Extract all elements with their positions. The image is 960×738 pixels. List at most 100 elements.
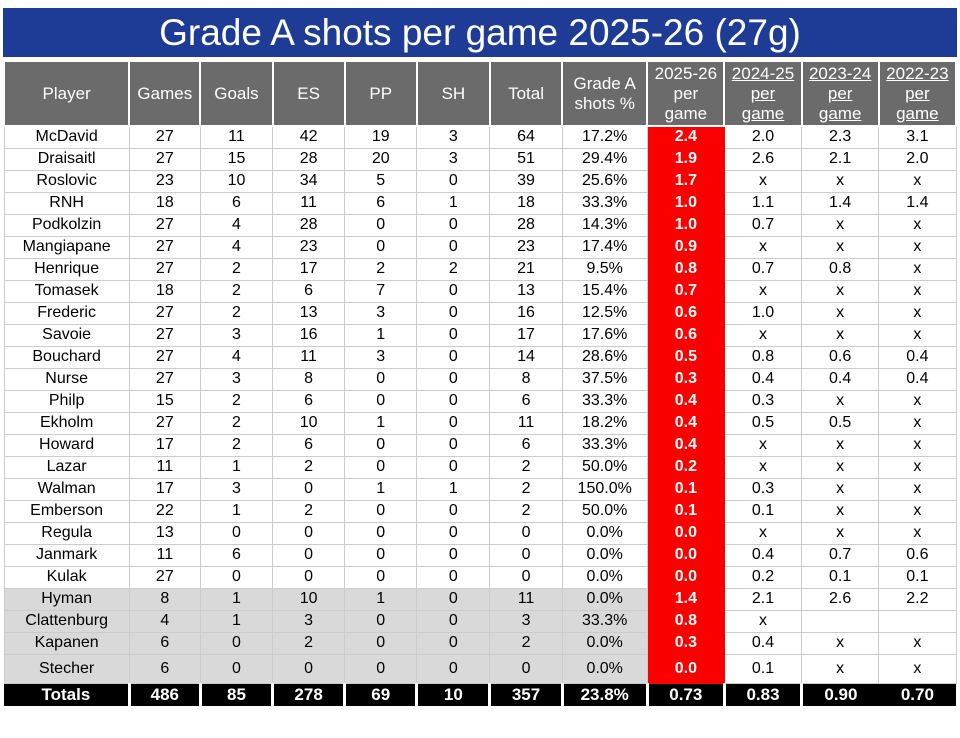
- table-row: Stecher 6 0 0 0 0 0 0.0% 0.0 0.1 x x: [3, 653, 957, 684]
- cell-player: Ekholm: [3, 411, 130, 435]
- cell-pg-2024-25: 0.3: [723, 389, 803, 413]
- cell-sh: 0: [416, 345, 491, 369]
- cell-es: 11: [272, 191, 346, 215]
- col-header-line: PP: [369, 83, 393, 103]
- cell-pg-2024-25: x: [723, 235, 803, 259]
- cell-player: Henrique: [3, 257, 130, 281]
- cell-pp: 1: [344, 323, 418, 347]
- cell-goals: 3: [199, 323, 274, 347]
- cell-pg-2022-23: 2.0: [878, 147, 957, 171]
- cell-total: 6: [489, 389, 563, 413]
- cell-sh: 0: [416, 455, 491, 479]
- cell-pg-2022-23: x: [878, 477, 957, 501]
- col-header-pg-2023-24[interactable]: 2023-24 per game: [800, 60, 880, 127]
- cell-pp: 0: [344, 565, 418, 589]
- cell-games: 27: [128, 565, 201, 589]
- cell-pg-2025-26: 0.4: [646, 433, 725, 457]
- cell-grade-a-pct: 28.6%: [561, 345, 648, 369]
- cell-pg-2022-23: 0.4: [878, 367, 957, 391]
- cell-sh: 3: [416, 147, 491, 171]
- cell-pg-2024-25: 2.1: [723, 587, 803, 611]
- cell-pg-2024-25: 0.4: [723, 631, 803, 655]
- col-header-pg-2022-23[interactable]: 2022-23 per game: [877, 60, 958, 127]
- col-header-line: Player: [42, 83, 91, 103]
- cell-pg-2025-26: 1.9: [646, 147, 725, 171]
- cell-pg-2024-25: 1.1: [723, 191, 803, 215]
- cell-pg-2025-26: 0.4: [646, 411, 725, 435]
- cell-games: 13: [128, 521, 201, 545]
- cell-total: 0: [489, 543, 563, 567]
- cell-pg-2022-23: 3.1: [878, 125, 957, 149]
- cell-pg-2023-24: x: [801, 235, 880, 259]
- cell-pg-2024-25: 0.7: [723, 213, 803, 237]
- table-row: Janmark 11 6 0 0 0 0 0.0% 0.0 0.4 0.7 0.6: [3, 543, 957, 567]
- cell-es: 2: [272, 631, 346, 655]
- col-header-pg-2024-25[interactable]: 2024-25 per game: [723, 60, 803, 127]
- cell-es: 2: [272, 455, 346, 479]
- cell-pp: 0: [344, 521, 418, 545]
- cell-pg-2024-25: x: [723, 609, 803, 633]
- cell-total: 0: [489, 565, 563, 589]
- cell-games: 15: [128, 389, 201, 413]
- cell-pp: 7: [344, 279, 418, 303]
- cell-goals: 2: [199, 411, 274, 435]
- cell-pg-2024-25: 0.4: [723, 367, 803, 391]
- cell-player: Janmark: [3, 543, 130, 567]
- total-grade-a-pct: 23.8%: [560, 682, 649, 706]
- cell-grade-a-pct: 12.5%: [561, 301, 648, 325]
- cell-goals: 1: [199, 609, 274, 633]
- cell-grade-a-pct: 18.2%: [561, 411, 648, 435]
- cell-grade-a-pct: 0.0%: [561, 543, 648, 567]
- cell-pg-2023-24: x: [801, 323, 880, 347]
- cell-pg-2024-25: x: [723, 279, 803, 303]
- cell-pg-2025-26: 0.6: [646, 301, 725, 325]
- cell-grade-a-pct: 37.5%: [561, 367, 648, 391]
- total-pg-2023-24: 0.90: [801, 682, 879, 706]
- cell-games: 6: [128, 653, 201, 684]
- table-row: Regula 13 0 0 0 0 0 0.0% 0.0 x x x: [3, 521, 957, 545]
- cell-pg-2025-26: 0.9: [646, 235, 725, 259]
- cell-es: 13: [272, 301, 346, 325]
- col-header-es: ES: [271, 60, 346, 127]
- cell-pg-2025-26: 0.0: [646, 653, 725, 684]
- cell-pg-2025-26: 0.0: [646, 521, 725, 545]
- cell-grade-a-pct: 0.0%: [561, 521, 648, 545]
- cell-goals: 6: [199, 191, 274, 215]
- cell-pg-2022-23: 0.4: [878, 345, 957, 369]
- cell-pg-2024-25: x: [723, 323, 803, 347]
- cell-pg-2023-24: x: [801, 279, 880, 303]
- cell-pg-2025-26: 0.8: [646, 609, 725, 633]
- cell-total: 8: [489, 367, 563, 391]
- cell-player: RNH: [3, 191, 130, 215]
- total-player: Totals: [4, 682, 131, 706]
- cell-pg-2023-24: x: [801, 653, 880, 684]
- cell-es: 2: [272, 499, 346, 523]
- cell-total: 2: [489, 631, 563, 655]
- cell-games: 27: [128, 213, 201, 237]
- cell-grade-a-pct: 50.0%: [561, 499, 648, 523]
- cell-player: Lazar: [3, 455, 130, 479]
- cell-pg-2023-24: x: [801, 521, 880, 545]
- cell-goals: 11: [199, 125, 274, 149]
- cell-total: 2: [489, 455, 563, 479]
- cell-pp: 0: [344, 499, 418, 523]
- cell-pg-2022-23: x: [878, 433, 957, 457]
- cell-pg-2025-26: 0.0: [646, 565, 725, 589]
- cell-total: 3: [489, 609, 563, 633]
- cell-pg-2025-26: 0.7: [646, 279, 725, 303]
- cell-total: 14: [489, 345, 563, 369]
- cell-sh: 1: [416, 477, 491, 501]
- cell-pg-2023-24: 0.6: [801, 345, 880, 369]
- cell-pp: 0: [344, 543, 418, 567]
- table-row: Bouchard 27 4 11 3 0 14 28.6% 0.5 0.8 0.6 0.4: [3, 345, 957, 369]
- cell-sh: 0: [416, 323, 491, 347]
- col-header-line: SH: [441, 83, 466, 103]
- cell-pp: 3: [344, 301, 418, 325]
- cell-pg-2022-23: [878, 609, 957, 633]
- cell-total: 51: [489, 147, 563, 171]
- cell-pg-2022-23: x: [878, 455, 957, 479]
- cell-pg-2024-25: x: [723, 521, 803, 545]
- cell-pg-2025-26: 0.6: [646, 323, 725, 347]
